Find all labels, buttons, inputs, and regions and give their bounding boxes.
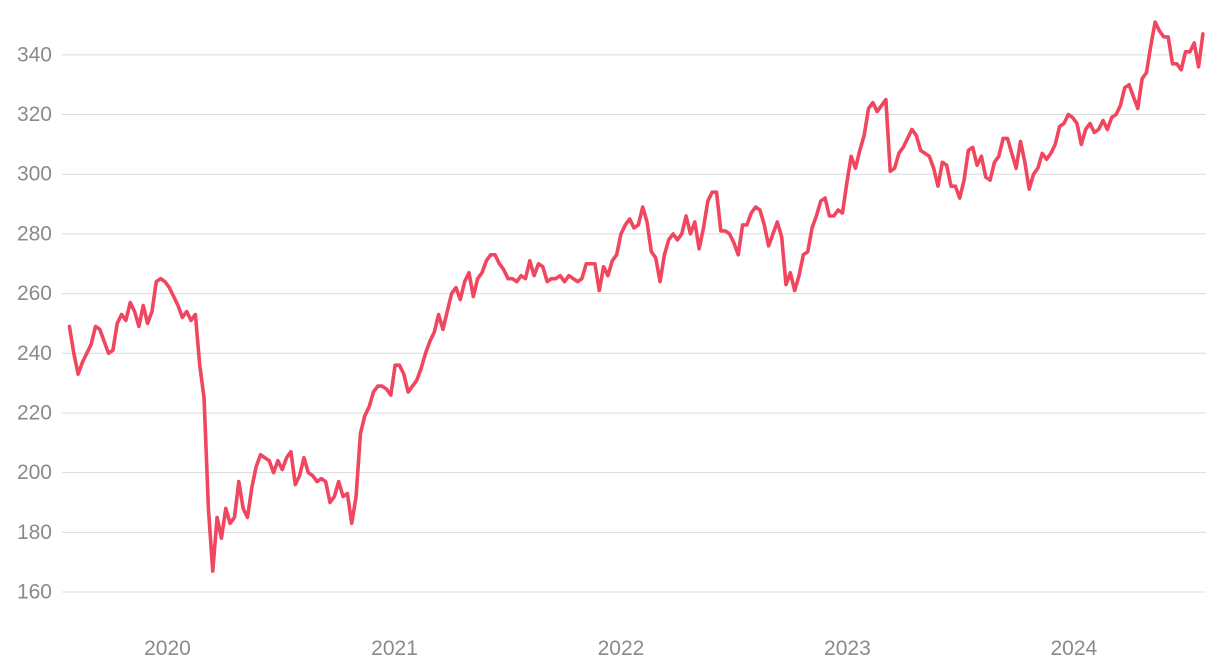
gridlines: [62, 54, 1206, 593]
y-tick-label: 260: [17, 282, 52, 305]
x-tick-label: 2024: [1050, 637, 1097, 660]
y-tick-label: 200: [17, 461, 52, 484]
x-axis-ticks: 2020 2021 2022 2023 2024: [144, 637, 1097, 660]
series-layer: [67, 20, 1205, 573]
y-tick-label: 180: [17, 521, 52, 544]
y-tick-label: 340: [17, 43, 52, 66]
y-tick-label: 160: [17, 581, 52, 604]
y-tick-label: 240: [17, 342, 52, 365]
x-tick-label: 2023: [824, 637, 871, 660]
y-tick-label: 220: [17, 401, 52, 424]
x-tick-label: 2022: [598, 637, 645, 660]
x-tick-label: 2021: [371, 637, 418, 660]
x-tick-label: 2020: [144, 637, 191, 660]
series-line-0: [67, 20, 1205, 573]
y-tick-label: 280: [17, 222, 52, 245]
y-axis-ticks: 160 180 200 220 240 260 280 300 320 340: [17, 43, 52, 603]
y-tick-label: 320: [17, 103, 52, 126]
y-tick-label: 300: [17, 163, 52, 186]
